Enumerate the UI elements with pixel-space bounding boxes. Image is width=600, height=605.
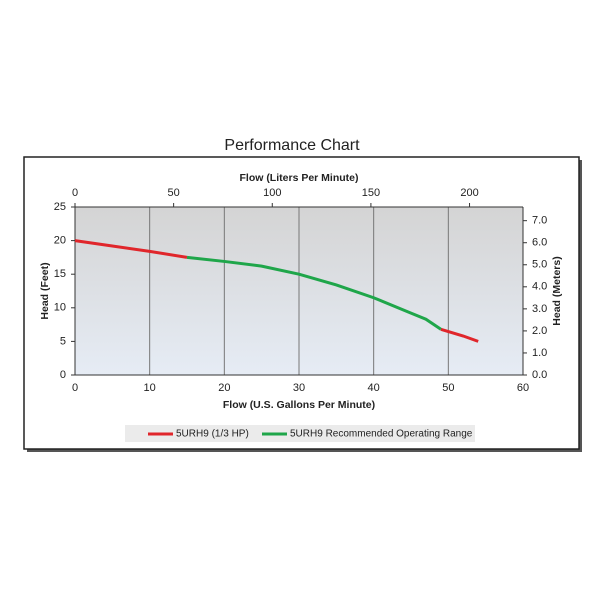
y2-axis-label: Head (Meters) xyxy=(551,256,563,325)
legend-label: 5URH9 Recommended Operating Range xyxy=(290,429,473,440)
x2-tick-label: 50 xyxy=(168,187,180,199)
y-tick-label: 0 xyxy=(60,369,66,381)
y2-tick-label: 5.0 xyxy=(532,259,547,271)
x2-tick-label: 0 xyxy=(72,187,78,199)
series-line xyxy=(74,239,479,343)
y2-tick-label: 3.0 xyxy=(532,303,547,315)
legend-label: 5URH9 (1/3 HP) xyxy=(176,429,249,440)
y-tick-label: 25 xyxy=(54,201,66,213)
x-tick-label: 60 xyxy=(517,382,529,394)
x-tick-label: 0 xyxy=(72,382,78,394)
y2-tick-label: 6.0 xyxy=(532,237,547,249)
legend xyxy=(125,425,475,442)
y-tick-label: 10 xyxy=(54,302,66,314)
y2-tick-label: 1.0 xyxy=(532,347,547,359)
y2-tick-label: 2.0 xyxy=(532,325,547,337)
x-tick-label: 50 xyxy=(442,382,454,394)
series-line xyxy=(186,255,442,331)
y2-tick-label: 4.0 xyxy=(532,281,547,293)
x2-tick-label: 100 xyxy=(263,187,281,199)
y2-tick-label: 7.0 xyxy=(532,215,547,227)
y-axis-label: Head (Feet) xyxy=(39,262,51,319)
x-tick-label: 10 xyxy=(144,382,156,394)
chart-title: Performance Chart xyxy=(224,137,360,154)
y2-tick-label: 0.0 xyxy=(532,369,547,381)
x2-axis-label: Flow (Liters Per Minute) xyxy=(239,172,358,184)
x2-tick-label: 200 xyxy=(460,187,478,199)
x-tick-label: 30 xyxy=(293,382,305,394)
x-tick-label: 40 xyxy=(368,382,380,394)
y-tick-label: 15 xyxy=(54,268,66,280)
x2-tick-label: 150 xyxy=(362,187,380,199)
y-tick-label: 5 xyxy=(60,335,66,347)
y-tick-label: 20 xyxy=(54,235,66,247)
x-tick-label: 20 xyxy=(218,382,230,394)
x-axis-label: Flow (U.S. Gallons Per Minute) xyxy=(223,399,375,411)
